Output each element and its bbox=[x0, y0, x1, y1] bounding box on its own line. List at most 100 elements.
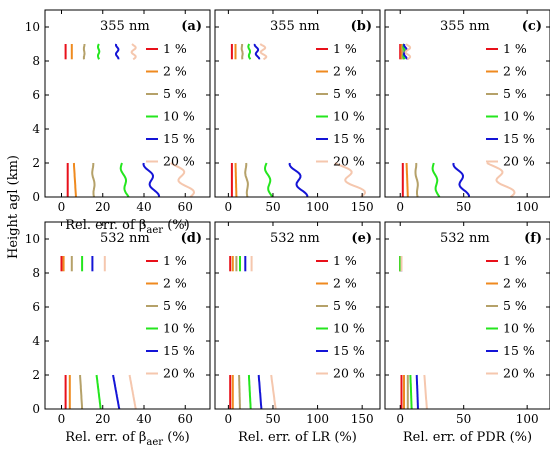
x-tick-label: 100 bbox=[306, 200, 329, 214]
legend-label: 20 % bbox=[333, 366, 365, 381]
legend-label: 2 % bbox=[503, 64, 527, 79]
x-axis-label: Rel. err. of PDR (%) bbox=[403, 430, 532, 445]
legend: 1 % 2 % 5 % 10 % 15 % 20 % bbox=[486, 41, 535, 169]
series-line-10pct-low bbox=[431, 162, 441, 198]
series-line-15pct-high bbox=[253, 43, 261, 60]
series-line-2pct-low bbox=[405, 163, 409, 197]
y-tick-label: 2 bbox=[32, 368, 40, 382]
plot-frame bbox=[44, 9, 211, 198]
y-tick-label: 10 bbox=[25, 20, 40, 34]
series-line-20pct-low bbox=[270, 374, 277, 410]
series-line-15pct-low bbox=[142, 162, 161, 198]
legend-label: 2 % bbox=[333, 64, 357, 79]
x-tick-label: 50 bbox=[456, 200, 471, 214]
legend-label: 15 % bbox=[333, 131, 365, 146]
panel-label: (b) bbox=[351, 19, 372, 34]
wavelength-label: 355 nm bbox=[100, 19, 150, 34]
legend-label: 1 % bbox=[503, 253, 527, 268]
series-line-20pct-low bbox=[423, 374, 428, 410]
panel-d: 0 2 4 6 8 10 0 20 40 60 532 nm (d) 1 % 2 % 5 % 10 % 15 %… bbox=[25, 221, 211, 448]
legend-label: 5 % bbox=[333, 298, 357, 313]
legend-label: 10 % bbox=[163, 321, 195, 336]
series-line-5pct-high bbox=[240, 44, 244, 60]
legend: 1 % 2 % 5 % 10 % 15 % 20 % bbox=[486, 253, 535, 381]
legend-label: 1 % bbox=[333, 41, 357, 56]
y-tick-label: 10 bbox=[25, 232, 40, 246]
x-tick-label: 0 bbox=[396, 412, 404, 426]
legend-label: 15 % bbox=[163, 343, 195, 358]
x-tick-label: 100 bbox=[516, 412, 539, 426]
series-line-10pct-high bbox=[97, 43, 101, 60]
y-tick-label: 8 bbox=[32, 54, 40, 68]
panel-label: (a) bbox=[181, 19, 202, 34]
series-line-20pct-low bbox=[334, 162, 367, 198]
legend-label: 10 % bbox=[503, 109, 535, 124]
legend-label: 15 % bbox=[503, 131, 535, 146]
panel-c: 0 50 100 355 nm (c) 1 % 2 % 5 % 10 % 15 % 20 % bbox=[384, 9, 550, 214]
series-line-15pct-low bbox=[452, 162, 470, 197]
series-line-5pct-low bbox=[79, 375, 84, 410]
wavelength-label: 355 nm bbox=[270, 19, 320, 34]
x-tick-label: 150 bbox=[351, 200, 374, 214]
series-line-5pct-low bbox=[414, 162, 419, 198]
wavelength-label: 355 nm bbox=[440, 19, 490, 34]
legend-label: 20 % bbox=[163, 154, 195, 169]
x-tick-label: 0 bbox=[396, 200, 404, 214]
x-tick-label: 0 bbox=[58, 412, 66, 426]
panel-b: 0 50 100 150 355 nm (b) 1 % 2 % 5 % 10 % 15 % 20 % bbox=[214, 9, 381, 214]
series-line-15pct-high bbox=[115, 43, 120, 60]
legend-label: 20 % bbox=[503, 154, 535, 169]
legend: 1 % 2 % 5 % 10 % 15 % 20 % bbox=[146, 253, 195, 381]
series-line-20pct-high bbox=[404, 43, 412, 61]
legend-label: 1 % bbox=[163, 253, 187, 268]
x-axis-label: Rel. err. of βaer (%) bbox=[65, 430, 189, 448]
panel-label: (d) bbox=[181, 231, 202, 246]
x-tick-label: 100 bbox=[516, 200, 539, 214]
plot-frame bbox=[214, 221, 381, 410]
legend-label: 20 % bbox=[163, 366, 195, 381]
x-tick-label: 150 bbox=[351, 412, 374, 426]
x-tick-label: 60 bbox=[178, 412, 193, 426]
series-line-10pct-low bbox=[263, 162, 274, 198]
series-line-20pct-low bbox=[128, 374, 137, 410]
legend: 1 % 2 % 5 % 10 % 15 % 20 % bbox=[316, 41, 365, 169]
x-tick-label: 50 bbox=[265, 200, 280, 214]
x-tick-label: 40 bbox=[136, 200, 151, 214]
legend: 1 % 2 % 5 % 10 % 15 % 20 % bbox=[146, 41, 195, 169]
series-line-5pct-low bbox=[238, 375, 241, 410]
x-tick-label: 20 bbox=[95, 200, 110, 214]
x-axis-label: Rel. err. of LR (%) bbox=[238, 430, 357, 445]
x-tick-label: 100 bbox=[306, 412, 329, 426]
series-line-15pct-low bbox=[257, 374, 263, 410]
series-line-5pct-low bbox=[244, 162, 249, 198]
legend-label: 2 % bbox=[333, 276, 357, 291]
legend-label: 5 % bbox=[503, 298, 527, 313]
wavelength-label: 532 nm bbox=[440, 231, 490, 246]
wavelength-label: 532 nm bbox=[100, 231, 150, 246]
series-line-10pct-low bbox=[119, 162, 130, 198]
legend-label: 10 % bbox=[333, 109, 365, 124]
legend-label: 2 % bbox=[163, 64, 187, 79]
panel-label: (f) bbox=[524, 231, 542, 246]
legend-label: 15 % bbox=[163, 131, 195, 146]
panel-f: 0 50 100 532 nm (f) 1 % 2 % 5 % 10 % 15 % 20 % Rel.… bbox=[384, 221, 550, 445]
y-tick-label: 8 bbox=[32, 266, 40, 280]
legend-label: 5 % bbox=[503, 86, 527, 101]
legend-label: 20 % bbox=[503, 366, 535, 381]
x-tick-label: 0 bbox=[225, 200, 233, 214]
series-line-10pct-low bbox=[95, 374, 102, 410]
legend-label: 1 % bbox=[163, 41, 187, 56]
panel-a: 0 2 4 6 8 10 0 20 40 60 355 nm (a) 1 % 2 % 5 % 10 % 15 %… bbox=[25, 9, 211, 236]
x-tick-label: 0 bbox=[58, 200, 66, 214]
panel-label: (e) bbox=[351, 231, 372, 246]
legend: 1 % 2 % 5 % 10 % 15 % 20 % bbox=[316, 253, 365, 381]
legend-label: 2 % bbox=[503, 276, 527, 291]
y-tick-label: 4 bbox=[32, 122, 40, 136]
series-line-2pct-low bbox=[234, 162, 238, 197]
x-tick-label: 40 bbox=[136, 412, 151, 426]
legend-label: 10 % bbox=[163, 109, 195, 124]
series-line-20pct-low bbox=[486, 162, 516, 198]
y-tick-label: 2 bbox=[32, 156, 40, 170]
panel-e: 0 50 100 150 532 nm (e) 1 % 2 % 5 % 10 % 15 % 20 % R… bbox=[214, 221, 381, 445]
